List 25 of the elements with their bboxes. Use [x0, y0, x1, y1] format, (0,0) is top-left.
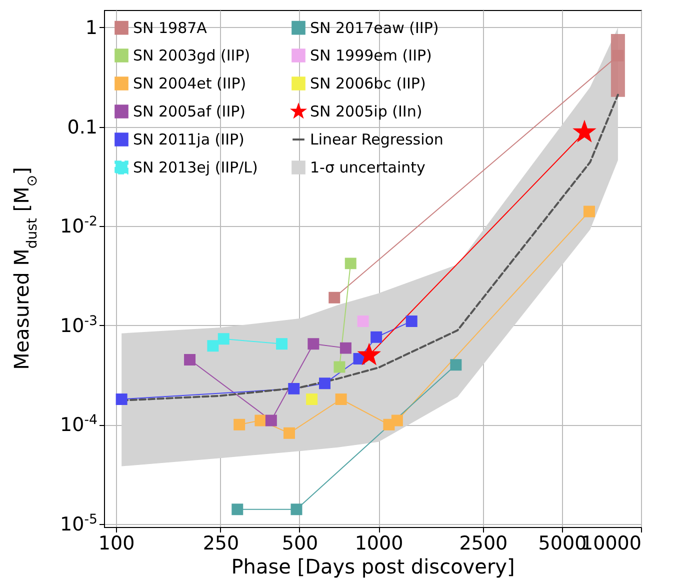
legend-label: SN 2004et (IIP)	[133, 74, 246, 92]
x-tick-label: 1000	[354, 532, 404, 554]
x-tick-label: 100	[98, 532, 135, 554]
y-tick-label: 0.1	[67, 116, 98, 138]
legend-label: SN 2011ja (IIP)	[133, 130, 244, 148]
x-tick-label: 250	[202, 532, 240, 554]
y-tick-label: 10$^{-2}$	[60, 214, 98, 238]
legend-label: SN 2017eaw (IIP)	[310, 18, 439, 37]
x-axis-title: Phase [Days post discovery]	[231, 554, 515, 578]
legend-label: SN 2005af (IIP)	[133, 102, 246, 120]
legend-label: SN 2006bc (IIP)	[310, 74, 426, 92]
y-tick-label: 10$^{-4}$	[60, 412, 98, 436]
y-tick-label: 1	[85, 16, 98, 39]
annotation: 1-σ uncertainty	[310, 158, 426, 176]
x-tick-label: 2500	[459, 532, 508, 554]
y-tick-label: 10$^{-5}$	[60, 512, 98, 536]
x-tick-label: 500	[282, 532, 318, 554]
legend-label: Linear Regression	[310, 130, 444, 148]
y-tick-label: 10$^{-3}$	[60, 313, 98, 337]
legend-label: SN 2005ip (IIn)	[310, 102, 422, 120]
x-tick-label: 5000	[538, 532, 587, 554]
legend-label: SN 2003gd (IIP)	[133, 46, 250, 64]
legend-label: SN 2013ej (IIP/L)	[133, 158, 258, 176]
legend-label: SN 1999em (IIP)	[310, 46, 432, 64]
legend-label: SN 1987A	[133, 18, 208, 37]
